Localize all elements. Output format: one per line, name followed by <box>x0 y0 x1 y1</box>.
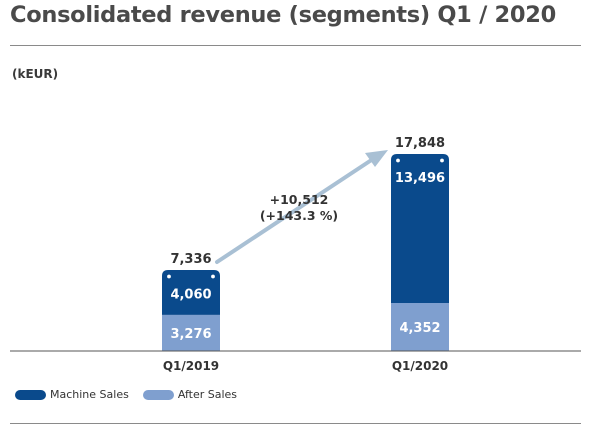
bar-dot-left-q1-2019 <box>167 274 171 279</box>
legend-swatch-machine-sales <box>15 389 46 400</box>
annotation-change-percent: (+143.3 %) <box>260 208 338 223</box>
total-label-q1-2019: 7,336 <box>170 252 211 267</box>
value-label-machine-sales-q1-2019: 4,060 <box>170 287 211 302</box>
legend-item-machine-sales: Machine Sales <box>15 388 129 401</box>
top-divider <box>10 45 581 46</box>
annotation-change-absolute: +10,512 <box>270 192 329 207</box>
value-label-machine-sales-q1-2020: 13,496 <box>395 171 445 186</box>
unit-label: (kEUR) <box>12 67 59 81</box>
category-label-q1-2020: Q1/2020 <box>392 359 448 373</box>
legend: Machine Sales After Sales <box>15 388 237 401</box>
bar-after-sales-q1-2020 <box>391 302 449 351</box>
bar-machine-sales-q1-2019 <box>162 270 220 315</box>
bar-dot-right-q1-2019 <box>211 274 215 279</box>
growth-arrow-line <box>215 155 378 264</box>
total-label-q1-2020: 17,848 <box>395 136 445 151</box>
value-label-after-sales-q1-2019: 3,276 <box>170 327 211 342</box>
legend-item-after-sales: After Sales <box>142 388 238 401</box>
bottom-divider <box>10 423 581 424</box>
value-label-after-sales-q1-2020: 4,352 <box>399 321 440 336</box>
bar-machine-sales-q1-2020 <box>391 154 449 303</box>
chart-title: Consolidated revenue (segments) Q1 / 202… <box>10 2 556 28</box>
legend-swatch-after-sales <box>142 389 174 400</box>
growth-arrow-head <box>365 150 388 167</box>
bar-dot-left-q1-2020 <box>396 158 400 163</box>
legend-label-machine-sales: Machine Sales <box>50 388 129 401</box>
legend-label-after-sales: After Sales <box>177 388 238 401</box>
category-label-q1-2019: Q1/2019 <box>163 359 219 373</box>
bar-after-sales-q1-2019 <box>162 314 220 351</box>
bar-dot-right-q1-2020 <box>440 158 444 163</box>
